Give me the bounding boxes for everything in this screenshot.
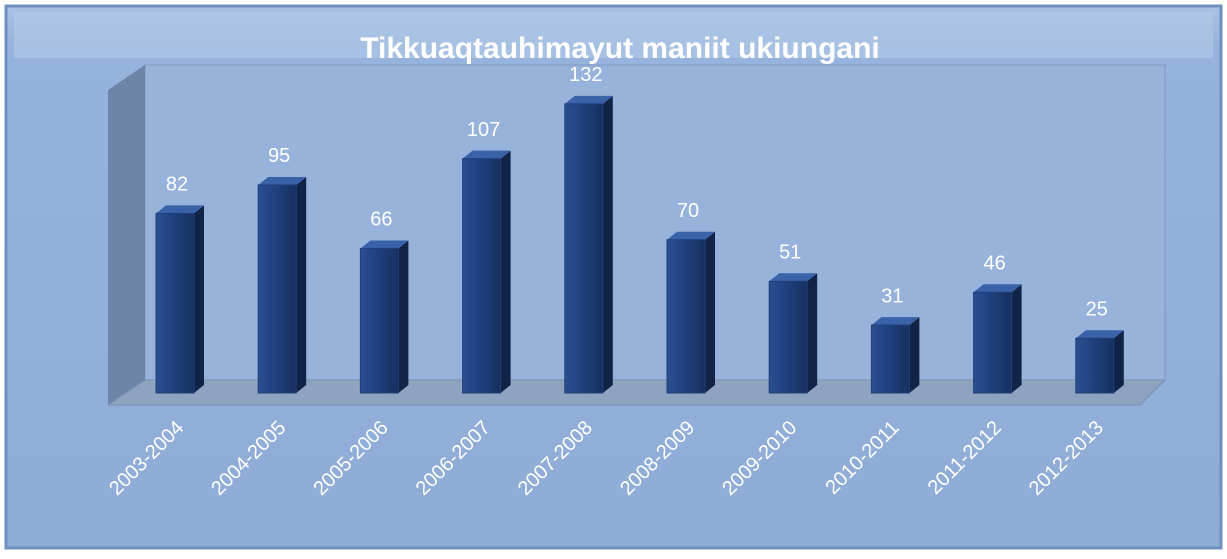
bar [973,284,1022,394]
bar [359,240,409,394]
bar-side [909,317,920,393]
bar-top [564,95,613,104]
bar-front [973,291,1013,394]
bar [666,231,715,394]
value-label: 25 [1086,299,1108,321]
value-label: 46 [983,253,1005,275]
bar-side [705,231,715,393]
bar-top [769,273,818,282]
value-label: 82 [166,174,188,196]
bar-front [564,103,604,394]
bar-front [155,212,195,394]
bar-front [359,247,399,394]
bar-front [462,158,502,394]
bar [870,317,920,394]
bar [768,273,818,394]
value-label: 66 [370,209,392,231]
chart-title: Tikkuaqtauhimayut maniit ukiungani [360,32,880,65]
bar-front [666,239,706,394]
value-label: 95 [268,145,290,167]
side-wall [108,65,145,405]
bar-side [1113,330,1124,393]
bar-front [870,324,910,394]
bar-side [807,273,818,393]
bar [155,205,204,394]
bar [462,150,511,394]
bar-front [1075,337,1115,394]
bar-top [1075,330,1124,339]
bar-side [602,95,613,394]
value-label: 132 [569,64,602,86]
value-label: 31 [881,285,903,307]
bar-top [973,284,1022,293]
header-band [14,12,1213,58]
bar-side [398,240,409,393]
bar-front [257,184,297,394]
bar [257,176,307,394]
bar [1075,330,1124,394]
bar-top [258,176,307,185]
bar [564,95,613,394]
bar-top [156,205,204,214]
bar-side [500,150,511,393]
bar-front [768,280,808,394]
bar-side [296,176,307,393]
bar-top [871,317,920,326]
value-label: 70 [677,200,699,222]
bar-side [1011,284,1022,393]
value-label: 51 [779,242,801,264]
bar-side [194,205,204,393]
bar-top [667,231,715,240]
value-label: 107 [467,119,500,141]
bar-top [462,150,511,159]
bar-top [360,240,409,249]
